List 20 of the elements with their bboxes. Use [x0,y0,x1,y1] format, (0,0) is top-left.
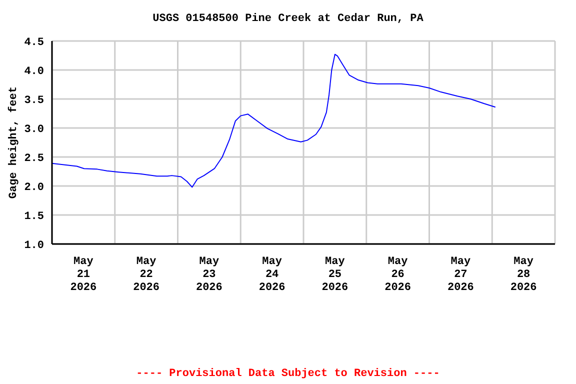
x-tick-label: May 21 2026 [70,256,97,294]
x-tick-label: May 22 2026 [133,256,160,294]
line-series [52,54,496,188]
x-tick-label: May 26 2026 [384,256,412,294]
x-tick-label: May 25 2026 [322,256,348,294]
y-tick-label: 2.5 [24,152,44,165]
y-tick-label: 1.0 [24,240,44,252]
x-tick-label: May 27 2026 [447,256,474,294]
y-tick-label: 4.5 [24,36,44,49]
x-tick-label: May 23 2026 [196,256,222,294]
x-tick-label: May 24 2026 [258,256,286,294]
chart-title: USGS 01548500 Pine Creek at Cedar Run, PA [152,13,424,25]
text: ---- Provisional Data Subject to Revision ---- [135,368,441,380]
y-tick-label: 2.0 [24,182,44,194]
y-axis-title: Gage height, feet [6,86,20,199]
x-tick-label: May 28 2026 [510,256,537,294]
y-tick-label: 3.5 [24,94,44,107]
y-tick-label: 4.0 [24,66,44,78]
y-tick-label: 1.5 [24,210,44,223]
y-tick-label: 3.0 [24,124,44,136]
